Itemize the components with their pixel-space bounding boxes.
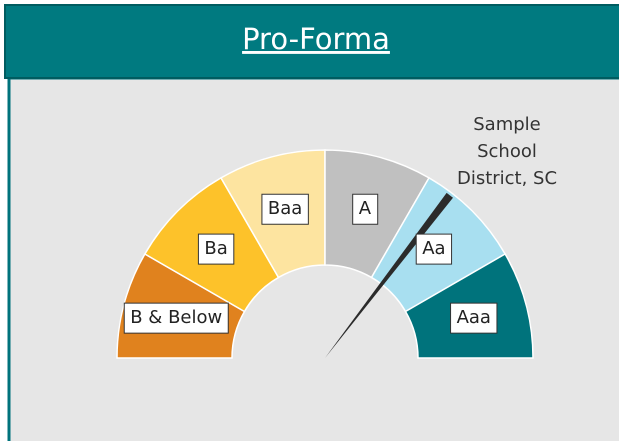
chart-title: Pro-Forma (242, 22, 390, 56)
segment-label: A (359, 198, 372, 219)
segment-label: Aaa (457, 307, 491, 328)
segment-label-box (352, 193, 379, 225)
needle-label: School (477, 141, 537, 162)
header (4, 4, 619, 79)
segment-label-box (415, 233, 453, 265)
segment-label-box (450, 302, 498, 334)
needle-label: District, SC (457, 168, 557, 189)
segment-label-box (261, 193, 309, 225)
needle-label: Sample (473, 114, 541, 135)
segment-label: Ba (204, 238, 227, 259)
segment-label: Baa (268, 198, 302, 219)
segment-label-box (123, 302, 229, 334)
segment-label: Aa (422, 238, 445, 259)
segment-label-box (197, 233, 235, 265)
segment-label: B & Below (130, 307, 222, 328)
